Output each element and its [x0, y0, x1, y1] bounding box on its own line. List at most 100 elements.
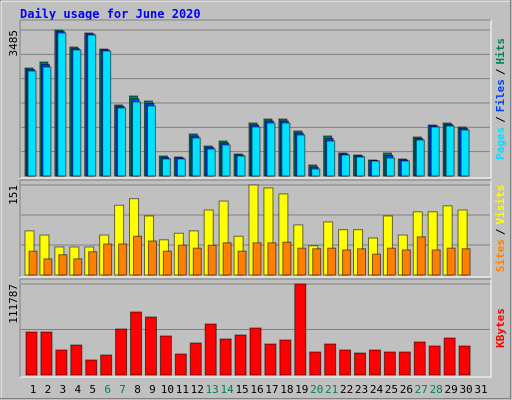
bar [85, 359, 98, 376]
bar [398, 351, 411, 376]
bar [296, 134, 306, 177]
legend-entry: Sites [494, 239, 507, 272]
bar [460, 129, 470, 177]
bar [356, 156, 366, 177]
x-tick-label: 21 [325, 383, 338, 396]
bar [415, 139, 425, 177]
x-tick-label: 13 [206, 383, 219, 396]
chart-title: Daily usage for June 2020 [20, 7, 201, 21]
bar [118, 243, 128, 276]
bar [385, 157, 395, 177]
bar [357, 248, 367, 276]
x-tick-label: 3 [60, 383, 67, 396]
bar [103, 243, 113, 276]
bar [57, 32, 67, 177]
bar [147, 240, 157, 276]
bar [430, 126, 440, 177]
x-tick-label: 2 [45, 383, 52, 396]
bar [87, 34, 97, 177]
bar [174, 353, 187, 376]
bar [133, 235, 143, 276]
bar [400, 160, 410, 177]
legend-separator: / [494, 228, 507, 235]
bar [371, 253, 381, 276]
x-tick-label: 12 [191, 383, 204, 396]
bar [458, 345, 471, 376]
bar [132, 101, 142, 177]
legend-entry: KBytes [494, 308, 507, 348]
bar [43, 258, 53, 276]
x-tick-label: 20 [310, 383, 323, 396]
bar [294, 283, 307, 376]
bar [117, 107, 127, 177]
bar [130, 311, 143, 376]
x-tick-label: 6 [104, 383, 111, 396]
bar [42, 66, 52, 177]
bar [443, 337, 456, 376]
x-tick-label: 4 [74, 383, 81, 396]
y-tick-label: 3485 [7, 30, 20, 57]
bar [234, 334, 247, 376]
bar [144, 316, 157, 376]
x-tick-label: 10 [161, 383, 174, 396]
bar [312, 248, 322, 276]
bar [370, 160, 380, 177]
bar [431, 249, 441, 276]
bar [70, 344, 83, 376]
legend: Sites / Visits [494, 185, 507, 273]
bar [161, 158, 171, 177]
x-tick-label: 16 [250, 383, 263, 396]
bar [428, 345, 441, 376]
bar [267, 242, 277, 276]
bar [115, 328, 128, 376]
legend-separator: / [494, 116, 507, 123]
bar [28, 250, 38, 276]
bar [72, 49, 82, 177]
x-tick-label: 24 [370, 383, 384, 396]
bar [40, 331, 53, 376]
x-tick-label: 28 [430, 383, 443, 396]
y-tick-label: 111787 [7, 284, 20, 324]
bar [177, 244, 187, 276]
bar [159, 335, 172, 376]
bar [55, 349, 68, 376]
x-tick-label: 14 [221, 383, 235, 396]
bar [237, 250, 247, 276]
bar [461, 248, 471, 276]
bar [58, 254, 68, 276]
bar [25, 331, 38, 376]
x-tick-label: 8 [134, 383, 141, 396]
bar [446, 247, 456, 276]
legend-separator: / [494, 68, 507, 75]
legend: KBytes [494, 308, 507, 348]
bar [266, 122, 276, 177]
bar [297, 247, 307, 276]
bar [354, 352, 367, 376]
x-tick-label: 9 [149, 383, 156, 396]
x-tick-label: 18 [280, 383, 293, 396]
bar [176, 158, 186, 177]
bar [445, 125, 455, 177]
bar [219, 338, 232, 376]
x-tick-label: 7 [119, 383, 126, 396]
x-tick-label: 1 [30, 383, 37, 396]
bar [252, 242, 262, 276]
bar [251, 126, 261, 177]
bar [162, 250, 172, 276]
x-tick-label: 11 [176, 383, 189, 396]
bar [249, 327, 262, 376]
bar [27, 70, 37, 177]
x-tick-label: 25 [385, 383, 398, 396]
bar [401, 249, 411, 276]
x-tick-label: 19 [295, 383, 308, 396]
bar [264, 343, 277, 376]
bar [368, 349, 381, 376]
bar [206, 148, 216, 177]
bar [191, 137, 201, 177]
bar [281, 122, 291, 177]
bar [73, 258, 83, 276]
legend: Pages / Files / Hits [494, 38, 507, 160]
bar [146, 105, 156, 177]
bar [236, 155, 246, 177]
